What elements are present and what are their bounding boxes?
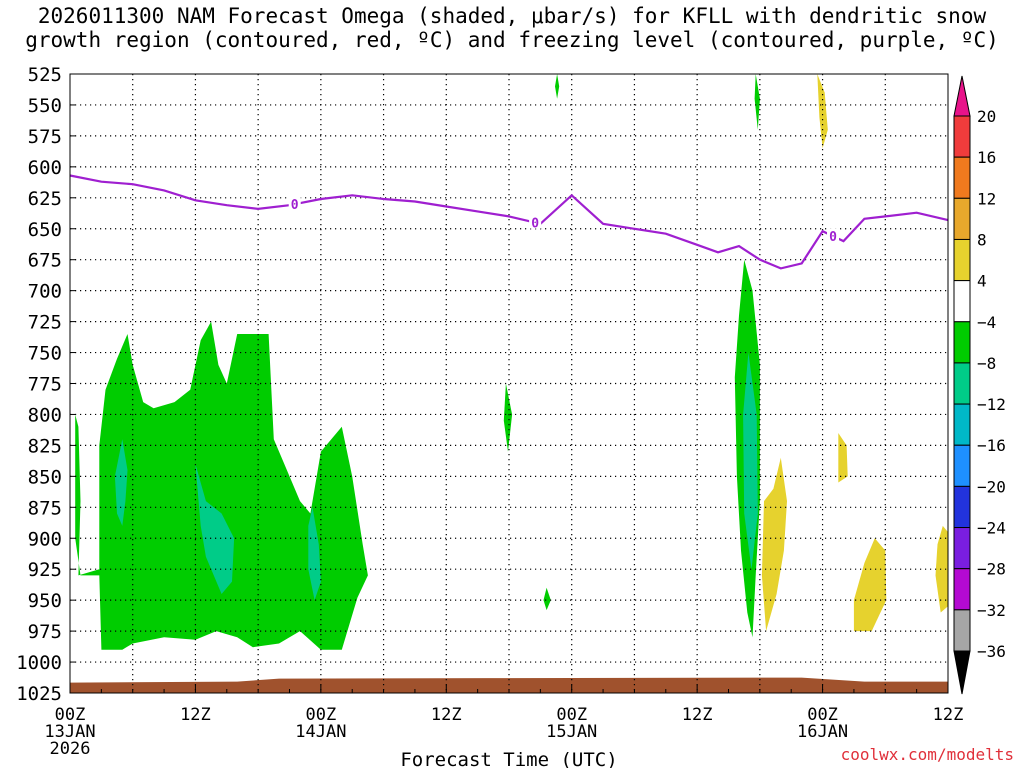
colorbar-band	[953, 444, 971, 487]
colorbar-label: −28	[977, 560, 1006, 579]
x-tick-label: 00Z	[55, 705, 86, 725]
colorbar-band	[953, 321, 971, 364]
omega-region-2	[195, 464, 235, 594]
y-tick-label: 625	[28, 188, 62, 210]
y-tick-label: 950	[28, 590, 62, 612]
y-tick-label: 850	[28, 466, 62, 488]
freezing-label-bg-1	[529, 214, 542, 229]
colorbar-band	[953, 362, 971, 405]
x-year-label: 2026	[50, 739, 91, 759]
freezing-label-bg-2	[827, 228, 840, 243]
x-tick-label: 12Z	[431, 705, 462, 725]
freezing-level-line	[69, 174, 949, 270]
colorbar-label: −20	[977, 477, 1006, 496]
omega-region-13	[853, 538, 887, 632]
y-tick-label: 900	[28, 528, 62, 550]
pressure-axis: 525 550 575 600 625 650 675 700 725 750 775 800 825 8…	[16, 64, 76, 705]
colorbar-label: −16	[977, 436, 1006, 455]
omega-region-3	[308, 507, 321, 601]
colorbar-band	[953, 527, 971, 570]
colorbar-label: −8	[977, 354, 996, 373]
y-tick-label: 675	[28, 250, 62, 272]
omega-region-0	[75, 321, 368, 650]
y-tick-label: 875	[28, 497, 62, 519]
colorbar-band	[953, 485, 971, 529]
y-tick-label: 525	[28, 64, 62, 86]
omega-region-12	[838, 433, 848, 483]
omega-region-14	[935, 525, 948, 613]
omega-region-1	[114, 439, 128, 526]
y-tick-label: 650	[28, 219, 62, 241]
omega-region-11	[817, 74, 828, 149]
colorbar-band-bottom	[953, 650, 971, 695]
y-tick-label: 700	[28, 281, 62, 303]
y-tick-label: 975	[28, 621, 62, 643]
omega-region-6	[555, 74, 560, 99]
colorbar-label: 16	[977, 148, 996, 167]
x-axis-label: Forecast Time (UTC)	[400, 749, 617, 768]
x-date-label: 14JAN	[295, 722, 346, 742]
x-date-label: 15JAN	[546, 722, 597, 742]
colorbar-band	[953, 156, 971, 199]
colorbar-band	[953, 403, 971, 446]
y-tick-label: 775	[28, 374, 62, 396]
colorbar-label: −4	[977, 313, 996, 332]
x-tick-label: 00Z	[556, 705, 587, 725]
colorbar-band	[953, 115, 971, 158]
colorbar-label: −12	[977, 395, 1006, 414]
colorbar-label: −36	[977, 642, 1006, 661]
x-date-label: 16JAN	[797, 722, 848, 742]
colorbar-label: 8	[977, 230, 987, 249]
y-tick-label: 600	[28, 157, 62, 179]
omega-region-9	[743, 352, 758, 570]
colorbar-label: −24	[977, 519, 1006, 538]
colorbar-label: 4	[977, 272, 987, 291]
colorbar-band	[953, 197, 971, 240]
y-tick-label: 750	[28, 343, 62, 365]
x-tick-label: 12Z	[180, 705, 211, 725]
y-tick-label: 725	[28, 312, 62, 334]
x-tick-label: 00Z	[807, 705, 838, 725]
freezing-level-label: 0	[829, 230, 837, 245]
y-tick-label: 1025	[16, 683, 62, 705]
y-tick-label: 550	[28, 95, 62, 117]
freezing-level-label: 0	[531, 217, 539, 232]
colorbar-band	[953, 609, 971, 652]
colorbar-band-top	[953, 75, 971, 117]
x-tick-label: 00Z	[305, 705, 336, 725]
colorbar-label: 12	[977, 189, 996, 208]
omega-region-7	[754, 74, 760, 130]
y-tick-label: 825	[28, 435, 62, 457]
x-tick-label: 12Z	[933, 705, 964, 725]
colorbar-band	[953, 568, 971, 611]
colorbar-band	[953, 280, 971, 323]
colorbar-label: 20	[977, 107, 996, 126]
chart-title-line-2: growth region (contoured, red, ºC) and f…	[25, 28, 999, 52]
freezing-level-label: 0	[291, 198, 299, 213]
y-tick-label: 1000	[16, 652, 62, 674]
chart-title: 2026011300 NAM Forecast Omega (shaded, μ…	[0, 4, 1024, 52]
chart-title-line-1: 2026011300 NAM Forecast Omega (shaded, μ…	[37, 4, 987, 28]
colorbar-band	[953, 238, 971, 282]
omega-region-4	[503, 383, 513, 452]
colorbar: 20 16 12 8 4 −4 −8 −12 −16 −20 −24 −28 −32 −36	[953, 75, 1006, 695]
y-tick-label: 925	[28, 559, 62, 581]
y-tick-label: 800	[28, 404, 62, 426]
y-tick-label: 575	[28, 126, 62, 148]
freezing-label-bg-0	[288, 196, 301, 211]
colorbar-label: −32	[977, 601, 1006, 620]
omega-region-10	[761, 457, 787, 632]
freezing-level-labels: 0 0 0	[288, 196, 840, 245]
x-tick-label: 12Z	[682, 705, 713, 725]
omega-region-5	[543, 587, 551, 611]
credit-link[interactable]: coolwx.com/modelts	[840, 745, 1014, 764]
gridlines	[70, 74, 948, 693]
x-date-label: 13JAN	[44, 722, 95, 742]
omega-regions	[75, 74, 948, 650]
